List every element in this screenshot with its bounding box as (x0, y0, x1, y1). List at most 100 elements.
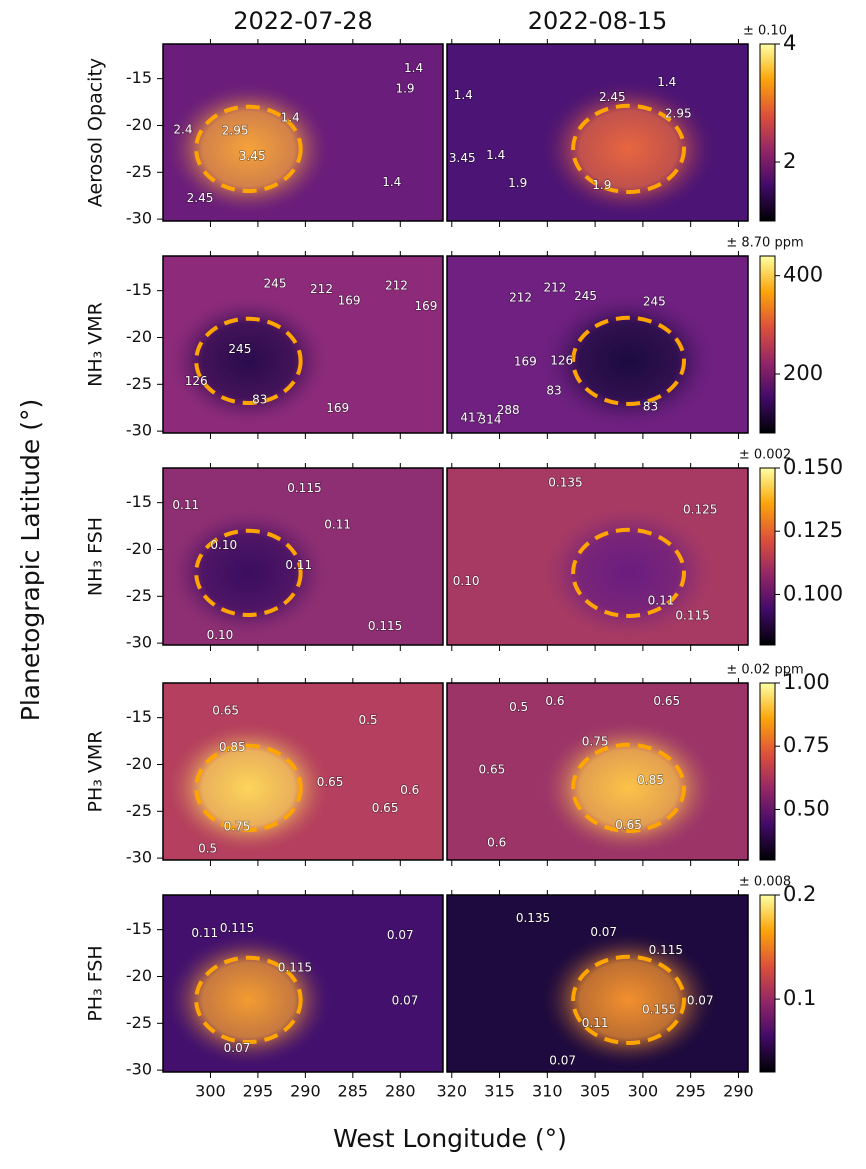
map-panel: 0.135 0.07 0.115 0.155 0.11 0.07 0.07 (447, 895, 748, 1072)
contour-label: 0.07 (392, 993, 419, 1007)
contour-label: 0.6 (400, 783, 419, 797)
contour-label: 0.07 (387, 928, 414, 942)
y-tick-label: -15 (126, 919, 152, 938)
contour-label: 83 (252, 393, 267, 407)
x-tick-label: 310 (532, 1082, 563, 1101)
y-tick-label: -30 (126, 633, 152, 652)
contour-label: 3.45 (449, 151, 476, 165)
x-tick-label: 295 (675, 1082, 706, 1101)
panel-frame (446, 894, 749, 1073)
colorbar-tick-label: 1.00 (783, 670, 830, 694)
y-tick-label: -15 (126, 280, 152, 299)
y-tick-label: -30 (126, 1060, 152, 1079)
colorbar-tick-label: 0.100 (783, 581, 843, 605)
map-panel: 0.5 0.6 0.65 0.75 0.85 0.65 0.6 0.65 (447, 683, 748, 860)
contour-label: 83 (546, 383, 561, 397)
x-tick-label: 300 (195, 1082, 226, 1101)
contour-label: 1.4 (404, 61, 423, 75)
contour-label: 0.07 (224, 1041, 251, 1055)
colorbar-tick-label: 0.75 (783, 733, 830, 757)
x-tick-label: 320 (437, 1082, 468, 1101)
colorbar-tick-label: 0.50 (783, 796, 830, 820)
vortex-fill (164, 81, 332, 217)
panel-frame (446, 43, 749, 222)
y-axis-label: Planetograpic Latitude (°) (16, 399, 45, 722)
colorbar (759, 43, 776, 222)
contour-label: 0.85 (219, 740, 246, 754)
contour-label: 0.125 (683, 503, 717, 517)
contour-label: 245 (574, 289, 597, 303)
y-tick-label: -30 (126, 848, 152, 867)
x-tick-label: 300 (628, 1082, 659, 1101)
contour-label: 212 (509, 291, 532, 305)
colorbar-tick-label: 400 (783, 263, 823, 287)
vortex-outline (571, 103, 686, 194)
panel-frame (162, 255, 444, 434)
contour-label: 126 (185, 374, 208, 388)
panel-frame (162, 467, 444, 646)
vortex-fill (539, 79, 718, 218)
panel-frame (446, 467, 749, 646)
vortex-outline (194, 528, 303, 618)
map-panel: 0.11 0.115 0.11 0.10 0.11 0.115 0.10 (163, 468, 443, 645)
contour-label: 0.65 (479, 763, 506, 777)
contour-label: 1.4 (281, 110, 300, 124)
y-tick-label: -15 (126, 492, 152, 511)
contour-label: 0.11 (648, 593, 675, 607)
contour-label: 0.11 (285, 558, 312, 572)
contour-label: 83 (643, 399, 658, 413)
contour-label: 0.65 (372, 801, 399, 815)
contour-label: 0.65 (653, 694, 680, 708)
contour-label: 245 (643, 294, 666, 308)
map-panel: 245 212 169 212 169 245 126 83 169 (163, 256, 443, 433)
contour-label: 314 (479, 412, 502, 426)
contour-label: 0.11 (191, 926, 218, 940)
uncertainty-label: ± 0.02 ppm (726, 663, 803, 678)
contour-label: 0.11 (324, 518, 351, 532)
contour-label: 0.5 (358, 713, 377, 727)
row-label: NH₃ VMR (85, 302, 107, 387)
contour-label: 0.07 (590, 925, 617, 939)
row-label: PH₃ FSH (85, 945, 107, 1021)
contour-label: 0.135 (516, 911, 550, 925)
contour-label: 0.85 (637, 773, 664, 787)
contour-label: 0.75 (224, 820, 251, 834)
y-tick-label: -20 (126, 966, 152, 985)
y-tick-label: -25 (126, 1013, 152, 1032)
row-label: NH₃ FSH (85, 517, 107, 596)
contour-label: 212 (310, 282, 333, 296)
contour-label: 0.11 (172, 498, 199, 512)
contour-label: 2.45 (599, 90, 626, 104)
contour-label: 0.5 (509, 700, 528, 714)
contour-label: 0.115 (278, 961, 312, 975)
panel-frame (446, 255, 749, 434)
contour-label: 0.65 (212, 704, 239, 718)
contour-label: 0.155 (642, 1003, 676, 1017)
colorbar-tick-label: 0.150 (783, 455, 843, 479)
vortex-fill (539, 291, 718, 430)
y-tick-label: -30 (126, 421, 152, 440)
colorbar-tick-label: 0.125 (783, 518, 843, 542)
contour-label: 417 (460, 411, 483, 425)
x-tick-label: 290 (723, 1082, 754, 1101)
x-tick-label: 295 (243, 1082, 274, 1101)
uncertainty-label: ± 8.70 ppm (726, 236, 803, 251)
vortex-outline (571, 742, 686, 833)
y-tick-label: -20 (126, 327, 152, 346)
panel-frame (446, 682, 749, 861)
contour-label: 0.135 (548, 475, 582, 489)
y-tick-label: -15 (126, 68, 152, 87)
vortex-fill (164, 505, 332, 641)
panel-frame (162, 682, 444, 861)
contour-label: 0.115 (368, 619, 402, 633)
contour-label: 169 (326, 401, 349, 415)
contour-label: 245 (228, 342, 251, 356)
contour-label: 1.4 (486, 148, 505, 162)
contour-label: 2.95 (222, 124, 249, 138)
contour-label: 2.4 (173, 123, 192, 137)
map-panel: 0.650.50.850.650.60.750.650.5 (163, 683, 443, 860)
colorbar-tick-label: 200 (783, 361, 823, 385)
colorbar (759, 255, 776, 434)
contour-label: 169 (414, 299, 437, 313)
contour-label: 169 (514, 354, 537, 368)
